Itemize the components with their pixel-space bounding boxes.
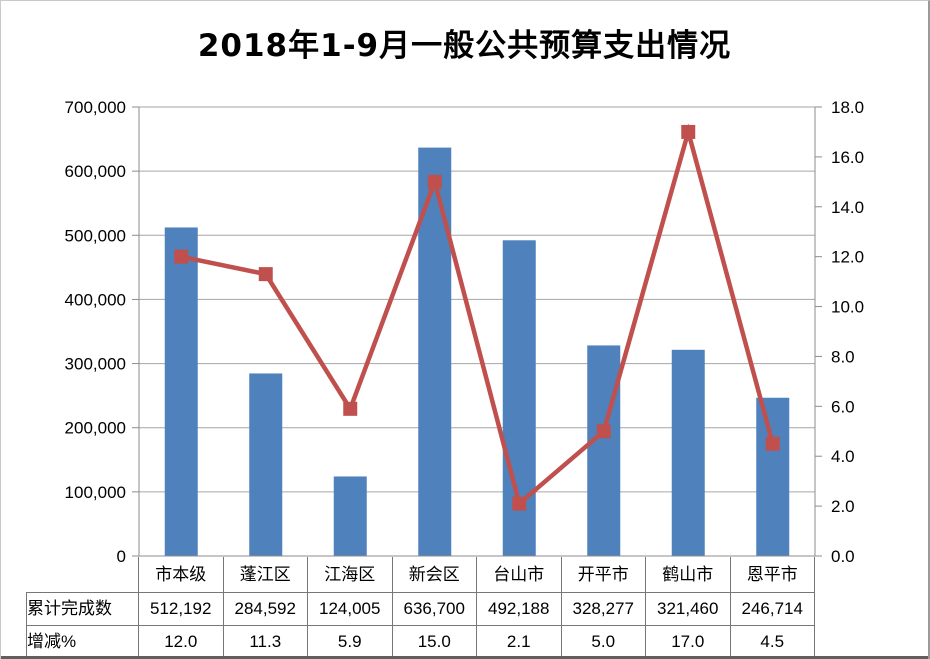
bottom-border	[1, 656, 928, 659]
table-row-label: 增减%	[26, 626, 139, 659]
table-value-cell: 4.5	[730, 626, 815, 659]
table-value-cell: 15.0	[392, 626, 477, 659]
bar	[249, 373, 283, 556]
bar	[671, 349, 705, 556]
bar	[587, 345, 621, 556]
line-marker	[512, 496, 527, 511]
right-axis-tick-label: 2.0	[831, 497, 855, 516]
table-category-row: 市本级 蓬江区 江海区 新会区 台山市 开平市 鹤山市 恩平市	[26, 557, 815, 593]
line-marker	[343, 401, 358, 416]
table-category-cell: 鹤山市	[646, 557, 731, 593]
right-axis-tick-label: 16.0	[831, 148, 864, 167]
table-value-cell: 284,592	[223, 593, 308, 626]
right-axis-tick-label: 14.0	[831, 198, 864, 217]
left-axis-tick-label: 300,000	[65, 355, 126, 374]
table-value-cell: 12.0	[139, 626, 224, 659]
left-axis-tick-label: 600,000	[65, 162, 126, 181]
table-value-cell: 17.0	[646, 626, 731, 659]
table-value-cell: 2.1	[477, 626, 562, 659]
left-axis-tick-label: 400,000	[65, 290, 126, 309]
table-value-cell: 321,460	[646, 593, 731, 626]
chart-data-table: 市本级 蓬江区 江海区 新会区 台山市 开平市 鹤山市 恩平市 累计完成数 512,192 284,…	[26, 557, 815, 659]
chart-title: 2018年1-9月一般公共预算支出情况	[197, 28, 732, 64]
right-axis-tick-label: 18.0	[831, 98, 864, 117]
bar	[333, 476, 367, 556]
right-axis-tick-label: 6.0	[831, 397, 855, 416]
left-axis-tick-label: 700,000	[65, 98, 126, 117]
right-axis-tick-label: 10.0	[831, 298, 864, 317]
line-marker	[427, 174, 442, 189]
bar	[502, 240, 536, 556]
line-marker	[596, 424, 611, 439]
table-value-cell: 512,192	[139, 593, 224, 626]
table-row: 增减% 12.0 11.3 5.9 15.0 2.1 5.0 17.0 4.5	[26, 626, 815, 659]
table-value-cell: 124,005	[308, 593, 393, 626]
line-marker	[765, 436, 780, 451]
table-value-cell: 636,700	[392, 593, 477, 626]
right-axis-tick-label: 8.0	[831, 347, 855, 366]
table-value-cell: 246,714	[730, 593, 815, 626]
table-value-cell: 5.9	[308, 626, 393, 659]
left-axis-tick-label: 500,000	[65, 226, 126, 245]
left-axis-tick-label: 100,000	[65, 483, 126, 502]
table-category-cell: 恩平市	[730, 557, 815, 593]
line-marker	[258, 267, 273, 282]
table-row: 累计完成数 512,192 284,592 124,005 636,700 492,188…	[26, 593, 815, 626]
table-category-cell: 台山市	[477, 557, 562, 593]
table-row-label: 累计完成数	[26, 593, 139, 626]
bar	[756, 397, 790, 556]
table-category-cell: 开平市	[561, 557, 646, 593]
right-axis-tick-label: 12.0	[831, 248, 864, 267]
table-value-cell: 492,188	[477, 593, 562, 626]
line-marker	[174, 249, 189, 264]
right-axis-tick-label: 0.0	[831, 547, 855, 566]
table-value-cell: 11.3	[223, 626, 308, 659]
table-category-cell: 江海区	[308, 557, 393, 593]
table-category-cell: 市本级	[139, 557, 224, 593]
table-category-cell: 新会区	[392, 557, 477, 593]
left-axis-tick-label: 200,000	[65, 419, 126, 438]
right-axis-tick-label: 4.0	[831, 447, 855, 466]
bar	[418, 147, 452, 557]
table-value-cell: 5.0	[561, 626, 646, 659]
line-marker	[681, 124, 696, 139]
table-category-cell: 蓬江区	[223, 557, 308, 593]
table-value-cell: 328,277	[561, 593, 646, 626]
table-corner-cell	[26, 557, 139, 593]
trend-line	[180, 123, 775, 508]
bar	[164, 227, 198, 556]
